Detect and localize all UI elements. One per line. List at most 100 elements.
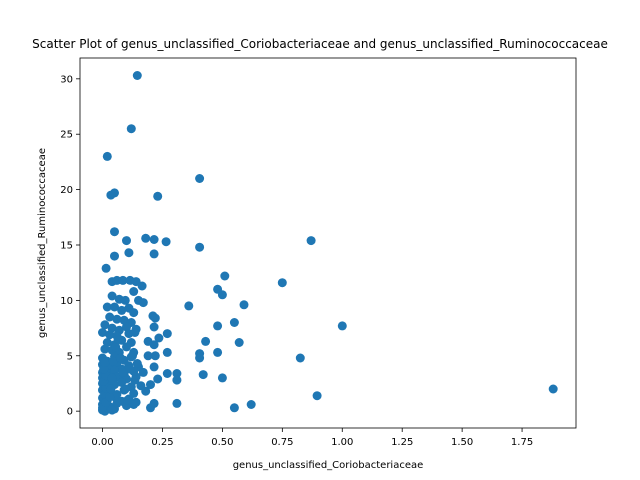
data-point: [141, 386, 151, 396]
data-point: [107, 405, 117, 415]
data-point: [239, 300, 249, 310]
data-point: [195, 242, 205, 252]
data-point: [295, 353, 305, 363]
data-point: [548, 384, 558, 394]
data-point: [122, 342, 131, 352]
data-point: [149, 249, 159, 259]
x-tick-label: 1.75: [511, 437, 533, 448]
data-point: [98, 328, 107, 337]
data-point: [105, 312, 115, 322]
plot-frame: [79, 57, 577, 429]
data-point: [125, 364, 135, 374]
chart-title: Scatter Plot of genus_unclassified_Corio…: [32, 37, 608, 51]
y-axis-label: genus_unclassified_Ruminococcaceae: [37, 148, 48, 338]
y-tick-label: 10: [60, 296, 73, 307]
data-point: [201, 336, 211, 346]
data-point: [132, 359, 142, 368]
data-point: [118, 367, 128, 377]
data-point: [162, 347, 172, 357]
data-point: [172, 398, 182, 408]
data-point: [117, 305, 127, 315]
x-tick-label: 1.50: [451, 437, 473, 448]
x-axis-ticks: 0.00 0.25 0.50 0.75 1.00 1.25 1.50 1.75: [91, 428, 533, 448]
y-axis-ticks: 0 5 10 15 20 25 30: [60, 74, 80, 418]
data-point: [154, 333, 164, 343]
data-point: [100, 344, 110, 354]
data-point: [112, 314, 122, 324]
data-point: [172, 375, 182, 385]
data-point: [126, 124, 136, 134]
y-tick-label: 20: [60, 185, 73, 196]
data-point: [101, 263, 111, 273]
data-point: [117, 377, 127, 387]
data-point: [130, 375, 140, 385]
y-tick-label: 30: [60, 74, 73, 85]
data-point: [306, 236, 316, 246]
data-point: [120, 384, 130, 394]
data-point: [130, 328, 140, 337]
data-point: [146, 403, 155, 413]
data-point: [111, 342, 121, 352]
data-point: [116, 353, 125, 363]
data-point: [132, 71, 142, 80]
data-point: [105, 392, 115, 402]
data-point: [149, 362, 159, 372]
data-point: [312, 391, 322, 401]
data-point: [234, 338, 244, 347]
data-point: [161, 237, 171, 247]
data-point: [195, 174, 205, 183]
data-point: [106, 384, 116, 394]
data-point: [108, 356, 118, 366]
data-point: [153, 191, 163, 201]
data-point: [102, 151, 112, 161]
y-tick-label: 5: [67, 351, 73, 362]
data-point: [172, 369, 182, 378]
data-point: [128, 351, 137, 361]
data-point: [150, 351, 160, 361]
data-point: [195, 353, 205, 363]
data-point: [149, 322, 159, 332]
data-point: [337, 321, 347, 331]
data-point: [150, 313, 160, 323]
x-tick-label: 1.00: [331, 437, 353, 448]
data-point: [184, 301, 194, 311]
y-tick-label: 0: [67, 407, 73, 418]
data-point: [213, 347, 223, 357]
data-point: [198, 370, 208, 380]
data-point: [122, 236, 131, 246]
data-point: [110, 251, 119, 261]
data-point: [149, 235, 159, 244]
data-point: [229, 403, 239, 413]
data-point: [138, 367, 148, 377]
data-point: [106, 190, 116, 200]
y-tick-label: 15: [60, 240, 73, 251]
data-point: [118, 275, 128, 285]
data-point: [99, 364, 109, 374]
data-point: [123, 395, 133, 405]
scatter-points: [98, 71, 558, 416]
x-tick-label: 1.25: [391, 437, 413, 448]
data-point: [246, 400, 256, 409]
data-point: [141, 233, 151, 243]
data-point: [107, 373, 117, 383]
y-tick-label: 25: [60, 130, 73, 141]
x-tick-label: 0.25: [151, 437, 173, 448]
data-point: [110, 227, 119, 237]
data-point: [100, 357, 110, 367]
x-axis-label: genus_unclassified_Coriobacteriaceae: [233, 460, 424, 471]
data-point: [217, 373, 227, 383]
data-point: [100, 320, 110, 330]
data-point: [146, 380, 155, 390]
data-point: [129, 308, 139, 318]
data-point: [162, 329, 172, 339]
data-point: [220, 271, 230, 281]
data-point: [143, 351, 153, 361]
data-point: [105, 330, 115, 340]
data-point: [124, 248, 134, 258]
data-point: [277, 278, 287, 288]
x-tick-label: 0.75: [271, 437, 293, 448]
data-point: [149, 340, 159, 350]
x-tick-label: 0.00: [91, 437, 113, 448]
